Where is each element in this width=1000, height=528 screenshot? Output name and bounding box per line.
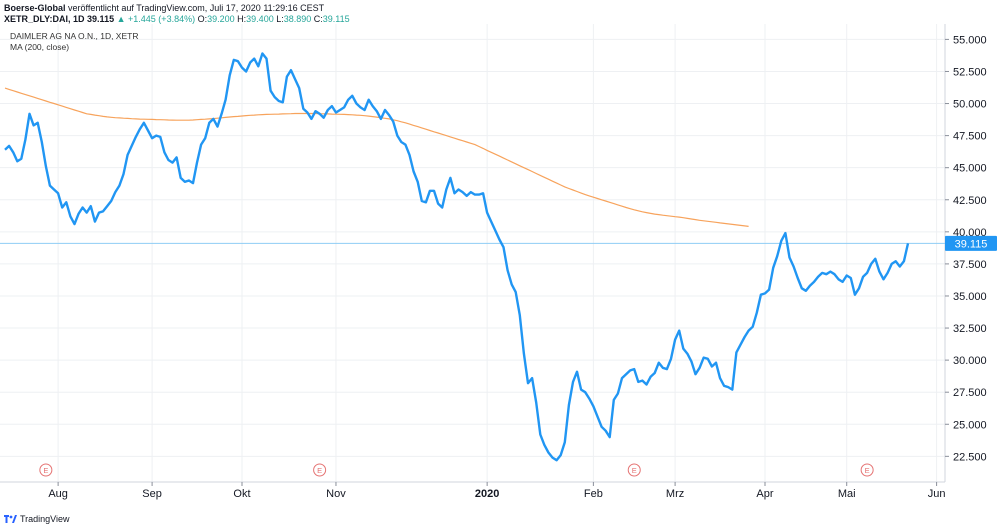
x-tick-label: Mrz — [666, 488, 684, 500]
up-arrow-icon: ▲ — [116, 14, 126, 24]
tradingview-watermark[interactable]: TradingView — [4, 514, 70, 524]
last-price-label: 39.115 — [955, 238, 988, 250]
symbol: XETR_DLY:DAI, 1D — [4, 14, 85, 24]
x-tick-label: Apr — [756, 488, 773, 500]
x-tick-label: Jun — [928, 488, 946, 500]
instrument-legend[interactable]: DAIMLER AG NA O.N., 1D, XETR — [10, 31, 139, 41]
event-marker-label: E — [632, 466, 637, 475]
chart-grid — [0, 24, 945, 482]
y-tick-label: 32.500 — [953, 323, 987, 335]
y-tick-label: 42.500 — [953, 195, 987, 207]
y-tick-label: 30.000 — [953, 355, 987, 367]
y-tick-label: 47.500 — [953, 131, 987, 143]
x-tick-label: Okt — [233, 488, 250, 500]
close-label: C: — [313, 14, 323, 24]
publish-line: Boerse-Global veröffentlicht auf Trading… — [4, 2, 324, 14]
event-marker-label: E — [865, 466, 870, 475]
x-tick-label: Aug — [48, 488, 68, 500]
event-markers: EEEEDE — [39, 463, 874, 477]
y-tick-label: 55.000 — [953, 34, 987, 46]
price-axis: 55.000 52.500 50.000 47.500 45.000 42.500 40.0… — [945, 34, 987, 463]
x-tick-label: 2020 — [475, 488, 499, 500]
earnings-marker[interactable] — [313, 463, 327, 477]
indicator-legend[interactable]: MA (200, close) — [10, 42, 70, 52]
y-tick-label: 50.000 — [953, 99, 987, 111]
high-label: H: — [237, 14, 247, 24]
x-tick-label: Mai — [838, 488, 856, 500]
y-tick-label: 52.500 — [953, 66, 987, 78]
y-tick-label: 45.000 — [953, 163, 987, 175]
ma-200-line — [4, 87, 749, 227]
earnings-marker[interactable] — [39, 463, 53, 477]
event-marker-label: E — [43, 466, 48, 475]
symbol-line: XETR_DLY:DAI, 1D 39.115 ▲ +1.445 (+3.84%… — [4, 13, 350, 25]
last-price-tag: 39.115 — [945, 235, 997, 251]
x-tick-label: Sep — [142, 488, 162, 500]
y-tick-label: 27.500 — [953, 387, 987, 399]
published-text: veröffentlicht auf TradingView.com, Juli… — [68, 3, 325, 13]
open-value: 39.200 — [207, 14, 235, 24]
price-line — [4, 52, 910, 462]
y-tick-label: 35.000 — [953, 291, 987, 303]
open-label: O: — [197, 14, 208, 24]
y-tick-label: 22.500 — [953, 451, 987, 463]
y-tick-label: 37.500 — [953, 259, 987, 271]
x-tick-label: Nov — [326, 488, 346, 500]
y-tick-label: 25.000 — [953, 419, 987, 431]
change-value: +1.445 (+3.84%) — [128, 14, 196, 24]
time-axis: AugSepOktNov2020FebMrzAprMaiJunJul — [48, 482, 946, 500]
earnings-marker[interactable] — [860, 463, 874, 477]
last-value: 39.115 — [87, 14, 115, 24]
tradingview-text: TradingView — [20, 514, 70, 524]
event-marker-label: E — [317, 466, 322, 475]
tradingview-logo-icon — [4, 515, 17, 523]
x-tick-label: Feb — [584, 488, 603, 500]
close-value: 39.115 — [322, 14, 350, 24]
earnings-marker[interactable] — [627, 463, 641, 477]
y-tick-label: 40.000 — [953, 227, 987, 239]
high-value: 39.400 — [246, 14, 274, 24]
low-label: L: — [276, 14, 284, 24]
publisher-name[interactable]: Boerse-Global — [4, 3, 66, 13]
low-value: 38.890 — [283, 14, 312, 24]
